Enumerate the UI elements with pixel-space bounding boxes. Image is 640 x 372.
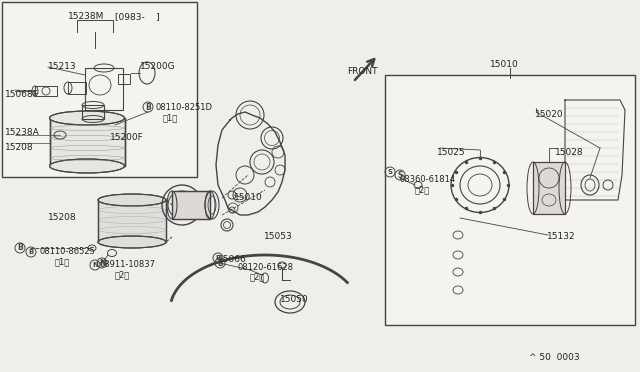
Bar (533, 162, 565, 214)
Text: 08120-61628: 08120-61628 (238, 263, 294, 272)
Text: N: N (92, 262, 98, 268)
Text: 15200F: 15200F (110, 133, 144, 142)
Bar (50, 118, 125, 166)
Ellipse shape (49, 159, 125, 173)
Bar (455, 203, 530, 307)
Text: （1）: （1） (55, 257, 70, 266)
Text: 15132: 15132 (547, 232, 575, 241)
Text: S: S (387, 169, 392, 175)
Text: S: S (397, 170, 403, 180)
Text: （1）: （1） (163, 113, 179, 122)
Bar (50, 118, 125, 166)
Text: [0983-    ]: [0983- ] (115, 12, 160, 21)
Text: B: B (216, 255, 221, 261)
Bar (172, 191, 210, 219)
Ellipse shape (98, 194, 166, 206)
Bar (385, 75, 635, 325)
Text: N: N (99, 259, 105, 267)
Text: B: B (145, 103, 151, 112)
Text: 08110-8251D: 08110-8251D (155, 103, 212, 112)
Text: 15025: 15025 (437, 148, 466, 157)
Text: FRONT: FRONT (347, 67, 378, 76)
Text: 15066: 15066 (218, 255, 247, 264)
Text: B: B (28, 249, 34, 255)
Text: 15208: 15208 (5, 143, 34, 152)
Text: 15238M: 15238M (68, 12, 104, 21)
Bar (533, 162, 565, 214)
Bar (82, 105, 104, 119)
Text: 15028: 15028 (555, 148, 584, 157)
Text: 15238A: 15238A (5, 128, 40, 137)
Text: 08360-61814: 08360-61814 (400, 175, 456, 184)
Text: 15200G: 15200G (140, 62, 175, 71)
Bar (118, 74, 130, 84)
Text: 15208: 15208 (48, 213, 77, 222)
Bar (98, 200, 166, 242)
Text: B: B (217, 259, 223, 267)
Text: ^ 50  0003: ^ 50 0003 (529, 353, 580, 362)
Bar (35, 86, 57, 96)
Ellipse shape (49, 111, 125, 125)
Bar (68, 82, 86, 94)
Text: （2）: （2） (415, 185, 430, 194)
Text: （2）: （2） (115, 270, 131, 279)
Ellipse shape (98, 236, 166, 248)
Text: 15010: 15010 (490, 60, 519, 69)
Text: 15053: 15053 (264, 232, 292, 241)
Text: B: B (17, 244, 23, 253)
Bar (2, 2, 197, 177)
Text: 15010: 15010 (234, 193, 263, 202)
Text: 08911-10837: 08911-10837 (100, 260, 156, 269)
Text: 08110-86525: 08110-86525 (40, 247, 96, 256)
Bar (85, 68, 123, 110)
Bar (98, 200, 166, 242)
Text: 15213: 15213 (48, 62, 77, 71)
Text: （2）: （2） (250, 272, 265, 281)
Text: 15020: 15020 (535, 110, 564, 119)
Text: 15068F: 15068F (5, 90, 39, 99)
Bar (172, 191, 210, 219)
Text: 15050: 15050 (280, 295, 308, 304)
